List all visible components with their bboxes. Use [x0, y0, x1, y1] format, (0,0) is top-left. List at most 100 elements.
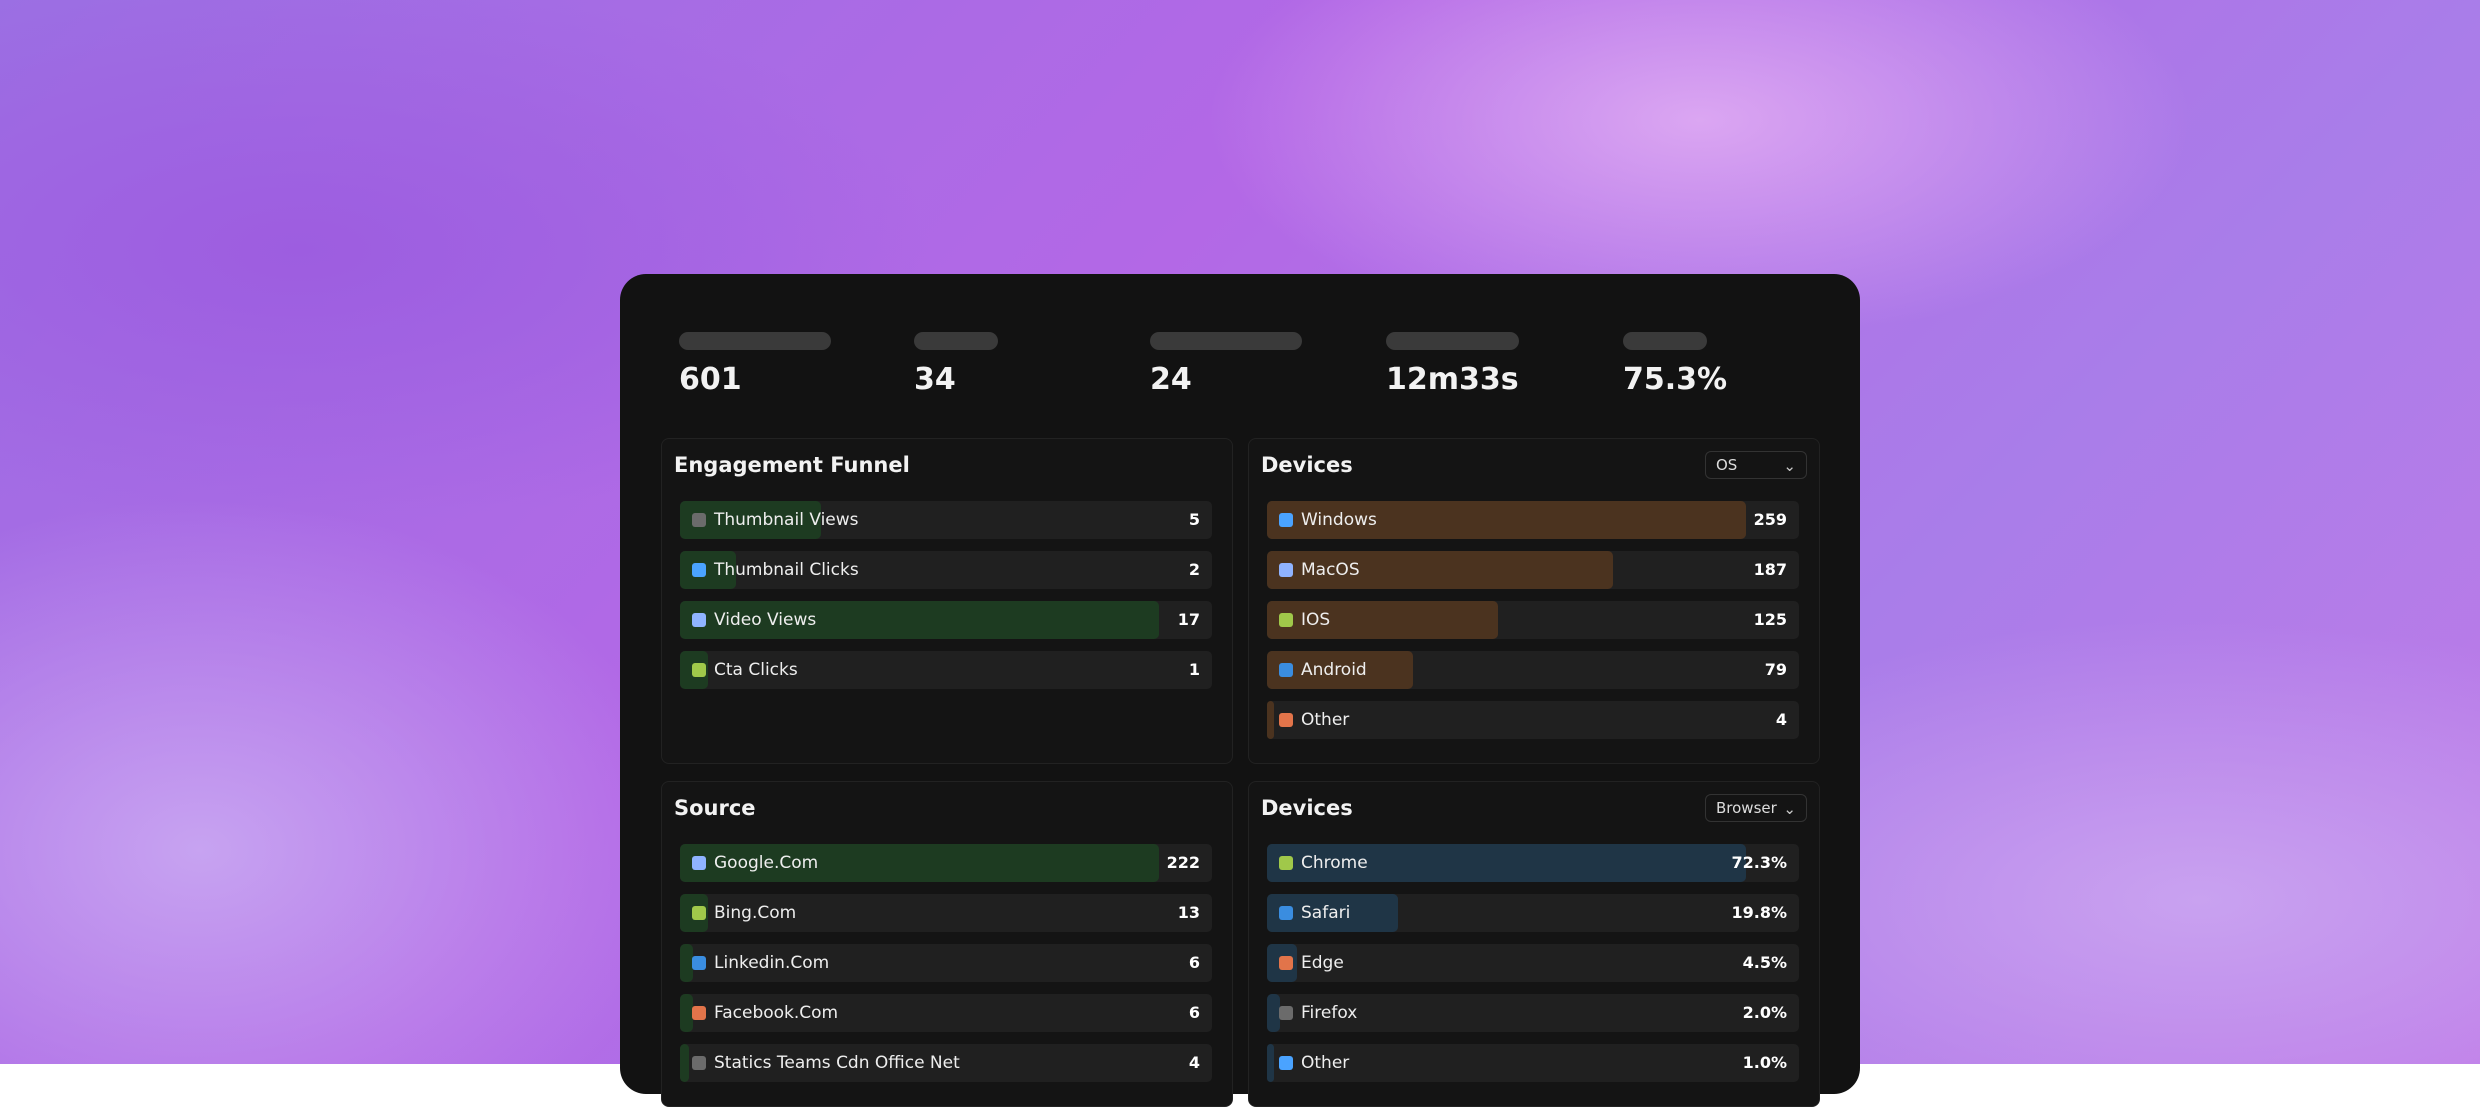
card-title: Devices	[1261, 796, 1353, 820]
row-value: 6	[1188, 953, 1200, 972]
stat-value: 601	[679, 362, 742, 397]
card: Devices OS ⌄ Windows 259 MacOS 187 IOS 125 Androi…	[1248, 438, 1820, 764]
row-value: 72.3%	[1731, 853, 1787, 872]
stat-value: 34	[914, 362, 956, 397]
card: Devices Browser ⌄ Chrome 72.3% Safari 19.8% Edg…	[1248, 781, 1820, 1107]
card-title: Engagement Funnel	[674, 453, 910, 477]
row-value: 13	[1177, 903, 1200, 922]
value-bar	[1267, 701, 1275, 739]
list-row: Firefox 2.0%	[1267, 994, 1799, 1032]
list-row: IOS 125	[1267, 601, 1799, 639]
row-label: Other	[1301, 710, 1350, 730]
row-value: 222	[1166, 853, 1200, 872]
row-icon	[692, 613, 706, 627]
row-label: Chrome	[1301, 853, 1368, 873]
value-bar	[1267, 994, 1281, 1032]
card-title: Devices	[1261, 453, 1353, 477]
row-label: IOS	[1301, 610, 1331, 630]
row-value: 2.0%	[1742, 1003, 1787, 1022]
value-bar	[1267, 1044, 1274, 1082]
row-label: Other	[1301, 1053, 1350, 1073]
list-row: Statics Teams Cdn Office Net 4	[680, 1044, 1212, 1082]
row-icon	[1279, 663, 1293, 677]
row-icon	[1279, 563, 1293, 577]
row-value: 259	[1753, 510, 1787, 529]
stat-label-placeholder	[1623, 332, 1707, 350]
row-label: Safari	[1301, 903, 1351, 923]
value-bar	[1267, 501, 1746, 539]
row-label: Facebook.Com	[714, 1003, 839, 1023]
list-row: Android 79	[1267, 651, 1799, 689]
stat-label-placeholder	[679, 332, 831, 350]
row-icon	[692, 1006, 706, 1020]
row-label: Statics Teams Cdn Office Net	[714, 1053, 960, 1073]
stat-label-placeholder	[914, 332, 998, 350]
row-label: Edge	[1301, 953, 1344, 973]
row-icon	[1279, 1006, 1293, 1020]
row-icon	[692, 956, 706, 970]
chevron: ⌄	[1783, 457, 1796, 475]
list-row: Other 1.0%	[1267, 1044, 1799, 1082]
value-bar	[680, 601, 1159, 639]
list-row: Facebook.Com 6	[680, 994, 1212, 1032]
row-label: Linkedin.Com	[714, 953, 830, 973]
row-label: Windows	[1301, 510, 1377, 530]
row-value: 187	[1753, 560, 1787, 579]
stat-label-placeholder	[1150, 332, 1302, 350]
stat-value: 24	[1150, 362, 1192, 397]
row-value: 4	[1775, 710, 1787, 729]
row-icon	[692, 906, 706, 920]
row-icon	[692, 1056, 706, 1070]
dashboard: 601 34 24 12m33s 75.3% Engagement Funnel Thumb…	[620, 274, 1860, 1107]
row-icon	[1279, 906, 1293, 920]
row-value: 4.5%	[1742, 953, 1787, 972]
list-row: Thumbnail Clicks 2	[680, 551, 1212, 589]
card: Source Google.Com 222 Bing.Com 13 Linkedin.Co…	[661, 781, 1233, 1107]
row-label: Google.Com	[714, 853, 819, 873]
row-value: 5	[1188, 510, 1200, 529]
row-icon	[1279, 513, 1293, 527]
row-icon	[1279, 956, 1293, 970]
row-label: Video Views	[714, 610, 817, 630]
list-row: Edge 4.5%	[1267, 944, 1799, 982]
row-icon	[692, 856, 706, 870]
dropdown[interactable]: OS ⌄	[1705, 451, 1807, 479]
stat-value: 75.3%	[1623, 362, 1728, 397]
row-label: Android	[1301, 660, 1367, 680]
value-bar	[680, 1044, 689, 1082]
list-row: Video Views 17	[680, 601, 1212, 639]
chevron: ⌄	[1783, 800, 1796, 818]
row-value: 1.0%	[1742, 1053, 1787, 1072]
row-value: 1	[1188, 660, 1200, 679]
list-row: Chrome 72.3%	[1267, 844, 1799, 882]
row-label: Thumbnail Clicks	[714, 560, 859, 580]
row-icon	[1279, 1056, 1293, 1070]
row-icon	[1279, 856, 1293, 870]
card: Engagement Funnel Thumbnail Views 5 Thumbna…	[661, 438, 1233, 764]
row-value: 17	[1177, 610, 1200, 629]
value-bar	[1267, 844, 1746, 882]
stat-value: 12m33s	[1386, 362, 1519, 397]
list-row: Cta Clicks 1	[680, 651, 1212, 689]
row-icon	[1279, 613, 1293, 627]
row-value: 79	[1764, 660, 1787, 679]
dropdown[interactable]: Browser ⌄	[1705, 794, 1807, 822]
list-row: Windows 259	[1267, 501, 1799, 539]
row-icon	[692, 663, 706, 677]
row-value: 125	[1753, 610, 1787, 629]
list-row: Thumbnail Views 5	[680, 501, 1212, 539]
list-row: Linkedin.Com 6	[680, 944, 1212, 982]
list-row: MacOS 187	[1267, 551, 1799, 589]
value-bar	[1267, 601, 1499, 639]
row-label: Cta Clicks	[714, 660, 798, 680]
list-row: Safari 19.8%	[1267, 894, 1799, 932]
list-row: Google.Com 222	[680, 844, 1212, 882]
stat-label-placeholder	[1386, 332, 1519, 350]
value-bar	[680, 551, 737, 589]
value-bar	[680, 844, 1159, 882]
row-icon	[692, 563, 706, 577]
row-icon	[1279, 713, 1293, 727]
row-label: Firefox	[1301, 1003, 1358, 1023]
row-value: 2	[1188, 560, 1200, 579]
row-label: MacOS	[1301, 560, 1360, 580]
